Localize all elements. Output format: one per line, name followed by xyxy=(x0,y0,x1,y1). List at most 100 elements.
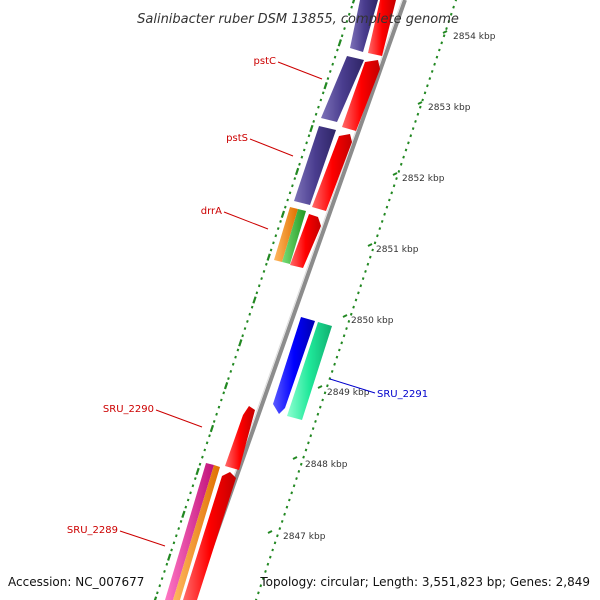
minor-tick-dot xyxy=(285,505,289,509)
minor-tick-dot xyxy=(274,234,278,238)
minor-tick-dot xyxy=(297,470,301,473)
inner-tick-track xyxy=(153,0,356,600)
minor-tick-dot xyxy=(426,84,429,88)
tick-label: 2854 kbp xyxy=(453,32,496,42)
feature-drrA-orange xyxy=(274,207,298,262)
minor-tick-dot xyxy=(314,112,318,116)
feature-pstC-purple xyxy=(321,56,364,122)
minor-tick-dot xyxy=(280,519,284,523)
minor-tick-dot xyxy=(354,298,358,302)
tick-mark xyxy=(442,30,448,34)
minor-tick-dot xyxy=(231,362,235,366)
minor-tick-dot xyxy=(203,448,207,452)
minor-tick-dot xyxy=(388,198,391,202)
minor-tick-dot xyxy=(265,262,268,266)
minor-tick-dot xyxy=(376,234,379,238)
minor-tick-dot xyxy=(347,12,351,16)
minor-tick-dot xyxy=(347,320,351,323)
feature-pstS-red xyxy=(312,134,352,211)
minor-tick-dot xyxy=(295,477,298,481)
minor-tick-dot xyxy=(335,355,339,359)
minor-tick-dot xyxy=(184,505,188,509)
minor-tick-long xyxy=(266,253,271,261)
minor-tick-dot xyxy=(283,512,286,516)
gene-label-SRU_2290: SRU_2290 xyxy=(103,404,154,415)
gene-label-SRU_2289: SRU_2289 xyxy=(67,525,118,536)
tick-mark xyxy=(317,385,323,389)
minor-tick-dot xyxy=(352,305,355,309)
minor-tick-dot xyxy=(248,312,252,316)
feature-SRU_2290-red xyxy=(225,406,255,470)
minor-tick-dot xyxy=(208,434,211,438)
minor-tick-dot xyxy=(273,541,277,545)
minor-tick-dot xyxy=(283,205,287,209)
minor-tick-dot xyxy=(220,398,223,402)
minor-tick-dot xyxy=(179,520,183,523)
minor-tick-dot xyxy=(373,241,377,245)
minor-tick-long xyxy=(337,39,342,47)
minor-tick-dot xyxy=(241,334,244,338)
tick-mark xyxy=(417,101,423,105)
tick-label: 2852 kbp xyxy=(402,174,445,184)
minor-tick-dot xyxy=(268,555,272,559)
feature-magenta xyxy=(165,463,214,600)
label-line-SRU_2290 xyxy=(155,409,203,428)
minor-tick-dot xyxy=(321,91,325,95)
minor-tick-dot xyxy=(198,462,202,466)
feature-blue xyxy=(273,317,315,414)
minor-tick-dot xyxy=(288,498,291,502)
minor-tick-dot xyxy=(321,398,324,402)
minor-tick-dot xyxy=(201,455,204,459)
minor-tick-dot xyxy=(257,591,260,595)
minor-tick-dot xyxy=(349,312,353,316)
tick-label: 2847 kbp xyxy=(283,532,326,542)
minor-tick-long xyxy=(323,82,328,90)
minor-tick-dot xyxy=(411,127,415,130)
minor-tick-dot xyxy=(318,405,322,409)
feature-red-top xyxy=(368,0,396,56)
minor-tick-dot xyxy=(212,419,216,423)
minor-tick-dot xyxy=(215,412,218,416)
minor-tick-dot xyxy=(227,377,230,380)
minor-tick-dot xyxy=(395,177,398,181)
minor-tick-long xyxy=(294,167,300,176)
minor-tick-dot xyxy=(364,269,367,273)
minor-tick-dot xyxy=(326,384,329,388)
minor-tick-dot xyxy=(317,105,320,109)
minor-tick-dot xyxy=(298,162,301,166)
minor-tick-dot xyxy=(246,319,249,323)
minor-tick-dot xyxy=(288,191,292,195)
tick-label: 2853 kbp xyxy=(428,103,471,113)
minor-tick-dot xyxy=(333,362,336,366)
minor-tick-dot xyxy=(243,327,247,331)
minor-tick-dot xyxy=(269,248,273,252)
minor-tick-dot xyxy=(414,119,417,123)
minor-tick-long xyxy=(309,124,314,133)
minor-tick-dot xyxy=(452,5,455,9)
tick-label: 2849 kbp xyxy=(327,388,370,398)
minor-tick-dot xyxy=(276,534,279,538)
minor-tick-dot xyxy=(279,220,282,223)
minor-tick-dot xyxy=(328,69,332,73)
minor-tick-dot xyxy=(404,148,408,152)
minor-tick-dot xyxy=(338,348,341,352)
minor-tick-dot xyxy=(368,255,372,259)
minor-tick-dot xyxy=(163,569,166,573)
minor-tick-dot xyxy=(350,5,353,9)
minor-tick-dot xyxy=(314,419,317,423)
minor-tick-dot xyxy=(174,534,178,538)
minor-tick-dot xyxy=(272,241,275,245)
minor-tick-dot xyxy=(186,498,190,502)
minor-tick-dot xyxy=(361,277,365,280)
minor-tick-dot xyxy=(330,369,334,373)
minor-tick-long xyxy=(351,0,356,4)
tick-label: 2851 kbp xyxy=(376,245,419,255)
minor-tick-dot xyxy=(371,248,374,252)
minor-tick-dot xyxy=(378,227,382,231)
label-line-drrA xyxy=(223,211,269,230)
minor-tick-dot xyxy=(345,19,349,23)
minor-tick-dot xyxy=(259,584,263,588)
minor-tick-dot xyxy=(345,327,348,331)
minor-tick-dot xyxy=(392,184,396,188)
